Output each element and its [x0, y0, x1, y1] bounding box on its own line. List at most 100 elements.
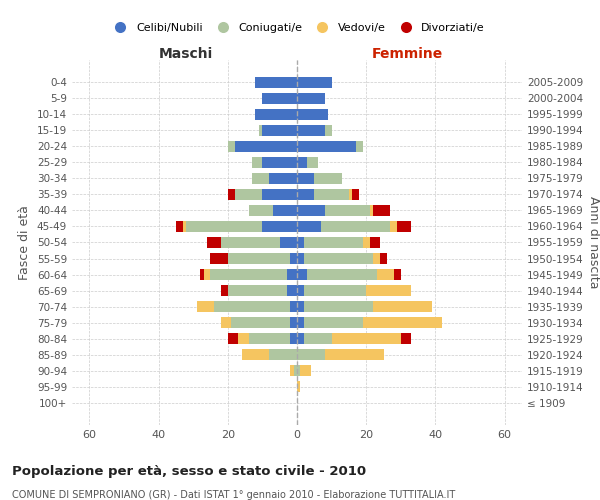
Bar — [297, 349, 325, 360]
Bar — [238, 333, 248, 344]
Bar — [304, 237, 363, 248]
Bar — [269, 349, 297, 360]
Bar — [262, 189, 297, 200]
Bar — [373, 205, 391, 216]
Bar — [242, 349, 269, 360]
Bar — [297, 269, 307, 280]
Text: Maschi: Maschi — [159, 48, 214, 62]
Bar — [297, 253, 304, 264]
Bar — [377, 269, 394, 280]
Bar — [363, 237, 370, 248]
Text: COMUNE DI SEMPRONIANO (GR) - Dati ISTAT 1° gennaio 2010 - Elaborazione TUTTITALI: COMUNE DI SEMPRONIANO (GR) - Dati ISTAT … — [12, 490, 455, 500]
Bar — [297, 301, 304, 312]
Bar — [304, 301, 373, 312]
Bar — [307, 269, 377, 280]
Y-axis label: Anni di nascita: Anni di nascita — [587, 196, 600, 289]
Bar — [176, 221, 183, 232]
Bar — [325, 124, 332, 136]
Bar — [248, 333, 290, 344]
Bar — [228, 333, 238, 344]
Bar — [228, 189, 235, 200]
Bar — [297, 156, 307, 168]
Bar — [297, 237, 304, 248]
Bar — [256, 108, 297, 120]
Bar — [297, 76, 332, 88]
Bar — [269, 173, 297, 184]
Bar — [297, 205, 325, 216]
Bar — [297, 189, 314, 200]
Bar — [259, 124, 262, 136]
Bar — [221, 285, 228, 296]
Bar — [297, 124, 325, 136]
Bar — [297, 221, 321, 232]
Bar — [252, 173, 269, 184]
Bar — [231, 317, 290, 328]
Bar — [290, 365, 293, 376]
Bar — [314, 173, 342, 184]
Bar — [349, 189, 352, 200]
Bar — [228, 285, 287, 296]
Bar — [304, 253, 373, 264]
Bar — [297, 285, 304, 296]
Bar — [297, 365, 301, 376]
Legend: Celibi/Nubili, Coniugati/e, Vedovi/e, Divorziati/e: Celibi/Nubili, Coniugati/e, Vedovi/e, Di… — [105, 18, 489, 37]
Bar — [304, 285, 366, 296]
Bar — [287, 285, 297, 296]
Y-axis label: Fasce di età: Fasce di età — [19, 205, 31, 280]
Bar — [290, 333, 297, 344]
Bar — [304, 317, 363, 328]
Bar — [297, 333, 304, 344]
Bar — [287, 269, 297, 280]
Bar — [290, 301, 297, 312]
Bar — [221, 317, 231, 328]
Bar — [290, 253, 297, 264]
Bar — [332, 333, 401, 344]
Bar — [203, 269, 211, 280]
Bar — [228, 140, 235, 152]
Bar — [314, 189, 349, 200]
Bar — [297, 173, 314, 184]
Bar — [297, 317, 304, 328]
Bar — [280, 237, 297, 248]
Bar — [307, 156, 318, 168]
Bar — [391, 221, 397, 232]
Bar — [380, 253, 387, 264]
Bar — [248, 205, 273, 216]
Bar — [356, 140, 363, 152]
Bar — [235, 189, 262, 200]
Bar — [397, 221, 411, 232]
Bar — [401, 333, 411, 344]
Bar — [373, 253, 380, 264]
Bar — [301, 365, 311, 376]
Bar — [235, 140, 297, 152]
Bar — [370, 237, 380, 248]
Bar — [262, 92, 297, 104]
Bar — [297, 108, 328, 120]
Bar — [297, 381, 301, 392]
Bar — [297, 140, 356, 152]
Bar — [366, 285, 411, 296]
Bar — [363, 317, 442, 328]
Bar — [200, 269, 203, 280]
Bar — [211, 253, 228, 264]
Text: Femmine: Femmine — [372, 48, 443, 62]
Bar — [293, 365, 297, 376]
Bar — [304, 333, 332, 344]
Bar — [197, 301, 214, 312]
Bar — [214, 301, 290, 312]
Bar — [373, 301, 432, 312]
Bar — [325, 349, 383, 360]
Bar — [325, 205, 370, 216]
Bar — [252, 156, 262, 168]
Bar — [262, 124, 297, 136]
Bar — [183, 221, 186, 232]
Bar — [352, 189, 359, 200]
Bar — [207, 237, 221, 248]
Bar — [273, 205, 297, 216]
Bar — [297, 92, 325, 104]
Bar — [262, 221, 297, 232]
Bar — [186, 221, 262, 232]
Bar — [394, 269, 401, 280]
Bar — [211, 269, 287, 280]
Bar — [228, 253, 290, 264]
